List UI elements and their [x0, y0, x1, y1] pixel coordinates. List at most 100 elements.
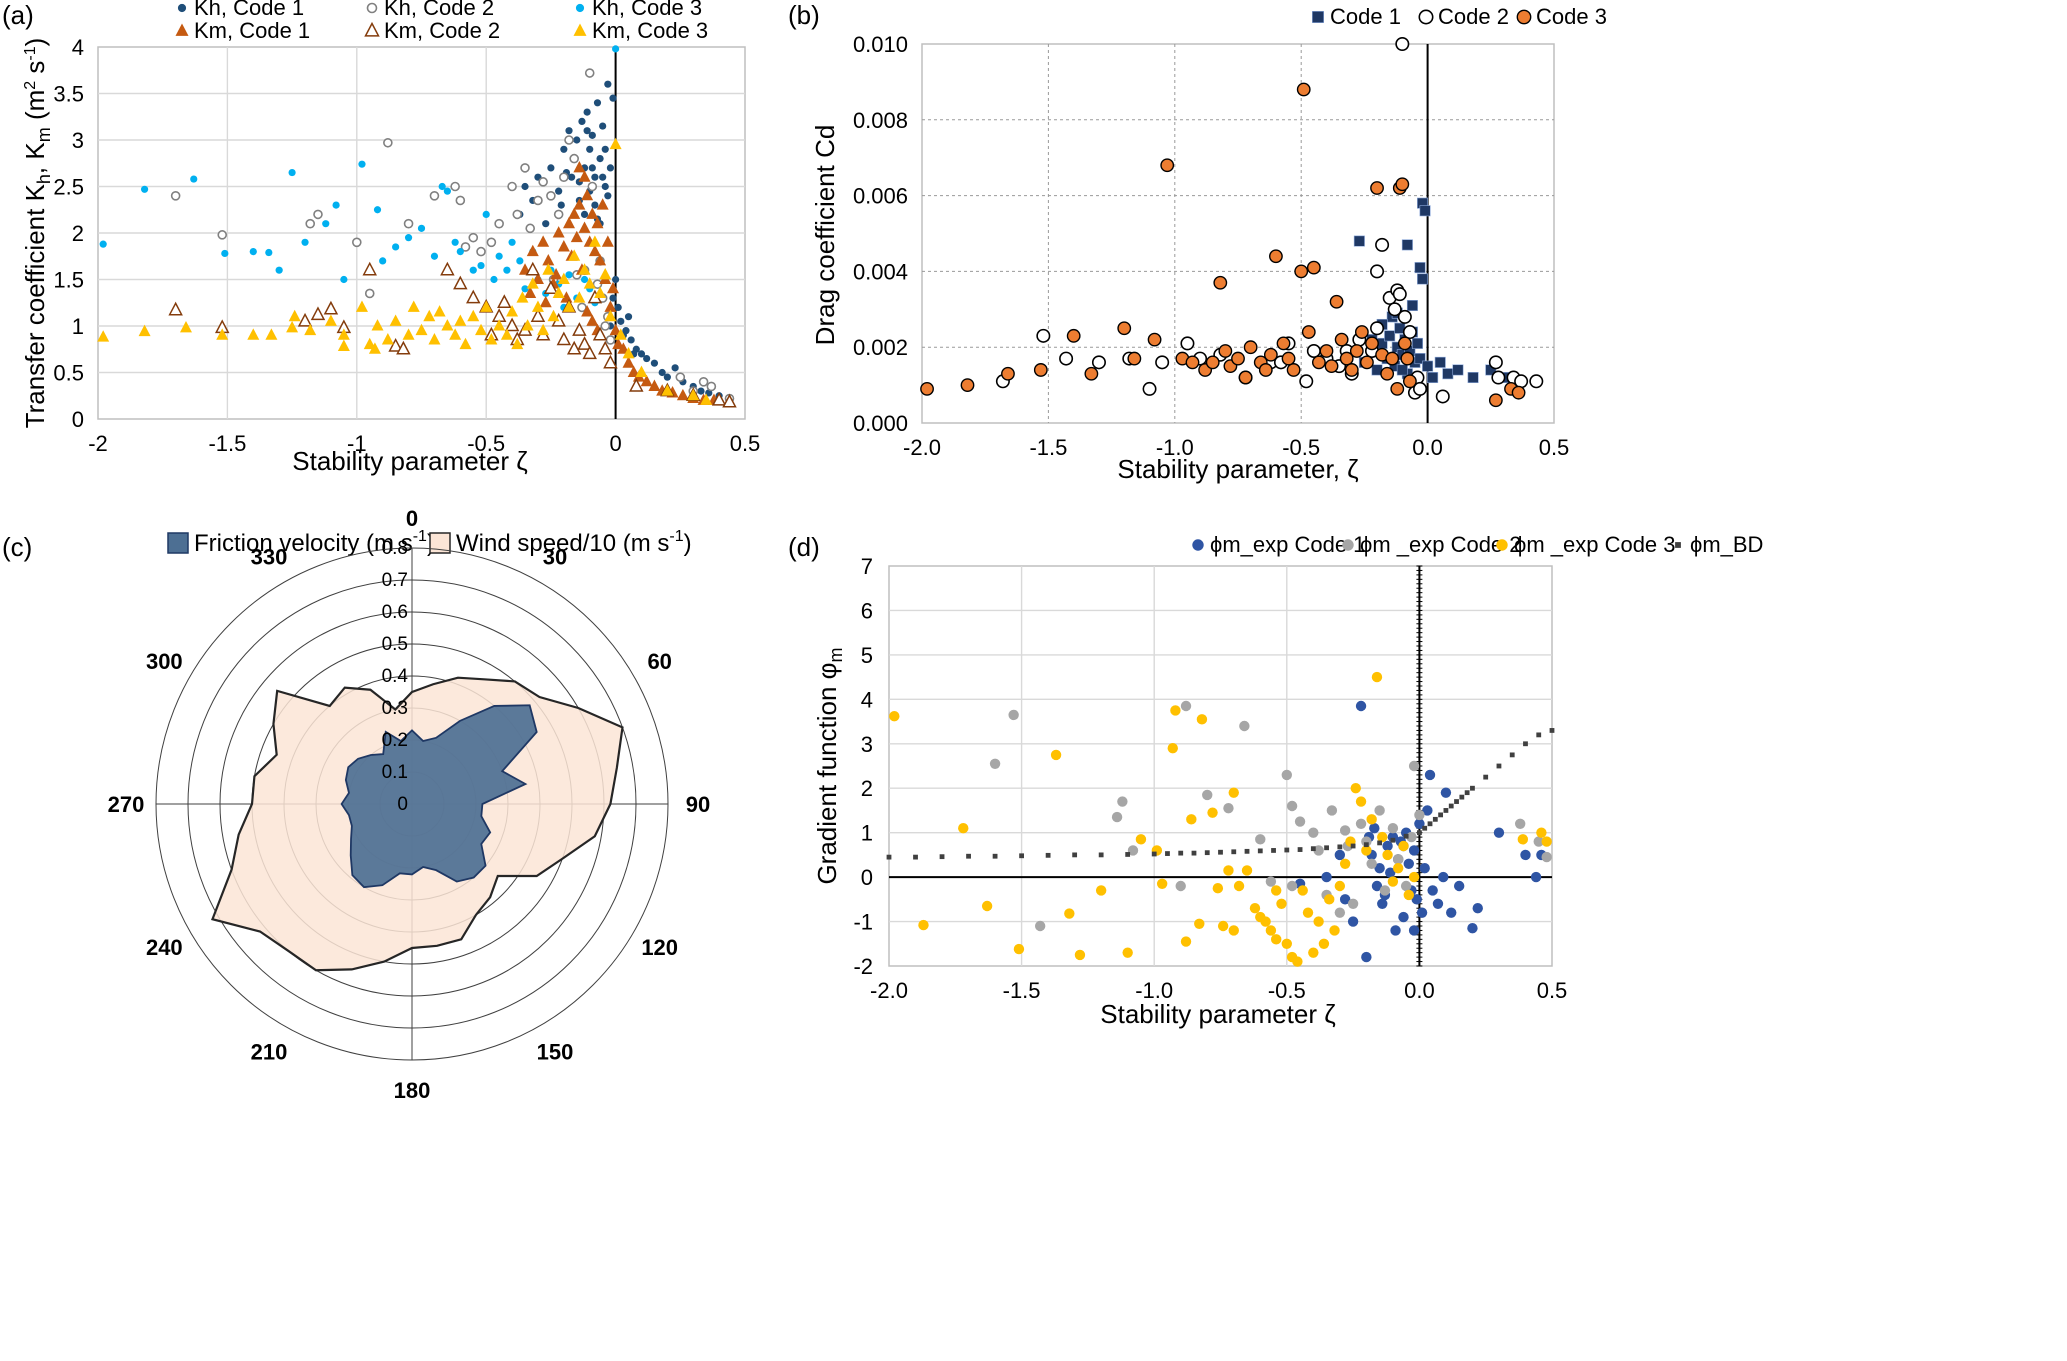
data-point [1377, 898, 1388, 909]
data-point [539, 295, 552, 308]
data-point [1365, 336, 1379, 351]
data-point [1319, 344, 1334, 358]
data-point [288, 168, 296, 177]
legend-label: Code 1 [1330, 4, 1401, 29]
data-point [525, 261, 541, 276]
data-point [468, 232, 479, 243]
data-point [438, 182, 446, 191]
data-point [363, 337, 376, 350]
series-b-1 [995, 36, 1544, 404]
data-point [643, 354, 651, 363]
data-point [598, 340, 613, 355]
data-point [1427, 821, 1433, 827]
legend-label-wind-speed: Wind speed/10 (m s-1) [456, 528, 692, 557]
data-point [1218, 344, 1233, 358]
data-point [1377, 831, 1388, 843]
data-point [495, 252, 503, 260]
data-point [1223, 803, 1234, 814]
y-tick-labels-a: 0 0.5 1 1.5 2 2.5 3 3.5 4 [53, 35, 84, 432]
plot-area-d [888, 565, 1553, 967]
data-point [140, 185, 149, 193]
data-point [599, 173, 607, 181]
legend-label: Kh, Code 3 [592, 0, 702, 20]
data-point [1218, 849, 1223, 855]
data-point [572, 322, 587, 336]
data-point [508, 238, 516, 246]
data-point [1408, 871, 1420, 883]
radial-tick-label: 0.7 [382, 570, 408, 591]
data-point [381, 333, 394, 345]
data-point [542, 220, 550, 228]
data-point [1360, 355, 1374, 370]
radial-tick-labels-c: 0 0.1 0.2 0.3 0.4 0.5 0.6 0.7 0.8 [382, 538, 409, 815]
data-point [531, 300, 544, 312]
x-tick-label: -1.0 [1135, 978, 1173, 1003]
data-point [1294, 816, 1306, 827]
data-point [1260, 916, 1271, 927]
data-point [596, 155, 604, 163]
data-point [537, 235, 550, 247]
data-point [379, 257, 387, 265]
data-point [1392, 287, 1407, 302]
radial-tick-label: 0.8 [382, 538, 408, 559]
data-point [586, 314, 599, 326]
data-point [588, 164, 596, 172]
angle-label: 270 [108, 792, 145, 817]
panel-a-kh-km-chart: (a) -2 -1.5 -1 -0.5 0 0.5 0 0.5 1 1.5 2 2.5 3 3.5 4 S… [2, 0, 760, 476]
data-point [1050, 749, 1062, 761]
legend-marker [1516, 9, 1532, 25]
data-point [1286, 880, 1298, 892]
data-point [605, 335, 616, 345]
data-point [601, 145, 609, 153]
data-point [1370, 264, 1385, 279]
data-point [573, 198, 586, 210]
series-d-1 [989, 700, 1552, 932]
data-point [1440, 787, 1452, 798]
legend-label: ϕm_BD [1690, 532, 1763, 557]
legend-marker [1496, 539, 1508, 551]
y-tick-label: 4 [861, 687, 873, 712]
data-point [415, 323, 428, 336]
data-point [521, 285, 529, 293]
data-point [429, 191, 440, 201]
data-point [500, 328, 513, 340]
data-point [1387, 831, 1399, 843]
data-point [627, 365, 640, 377]
data-point [516, 291, 529, 303]
data-point [1313, 845, 1324, 856]
x-tick-label: 0.5 [1537, 978, 1568, 1003]
data-point [288, 309, 301, 322]
data-point [404, 234, 413, 242]
data-point [512, 209, 523, 220]
data-point [617, 317, 625, 325]
data-point [547, 164, 555, 172]
data-point [606, 164, 615, 172]
data-point [1406, 831, 1417, 843]
data-point [557, 240, 570, 252]
series-b-2 [920, 82, 1526, 408]
data-point [568, 249, 581, 261]
y-tick-label: 5 [861, 643, 873, 668]
x-tick-labels-d: -2.0 -1.5 -1.0 -0.5 0.0 0.5 [870, 978, 1567, 1003]
angle-label: 120 [641, 935, 678, 960]
data-point [497, 294, 512, 308]
data-point [1411, 894, 1422, 905]
x-tick-label: -0.5 [467, 431, 505, 456]
data-point [449, 328, 462, 340]
data-point [920, 381, 934, 396]
x-tick-label: -1.5 [1029, 435, 1067, 460]
data-point [580, 275, 589, 284]
data-point [555, 187, 563, 195]
data-point [550, 267, 563, 280]
data-point [1339, 894, 1351, 905]
data-point [553, 209, 564, 220]
y-tick-label: 2.5 [53, 175, 84, 200]
data-point [1366, 814, 1377, 825]
data-point [542, 263, 555, 275]
data-point [358, 160, 366, 168]
data-point [1255, 834, 1266, 845]
data-point [570, 230, 583, 243]
data-point [1019, 853, 1024, 859]
data-point [1066, 328, 1081, 343]
data-point [603, 354, 618, 369]
